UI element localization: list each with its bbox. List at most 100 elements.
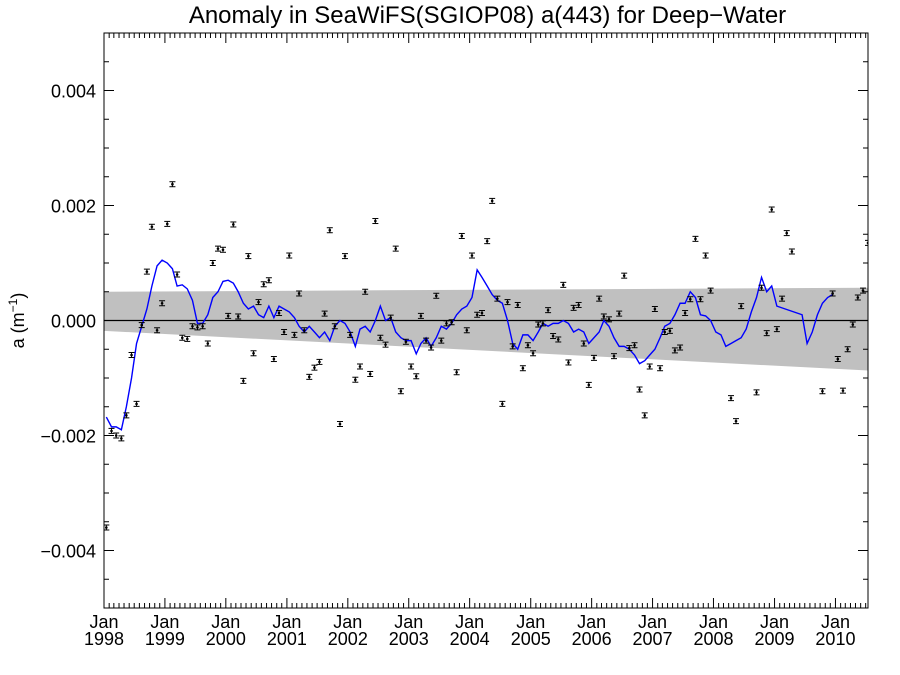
anomaly-point [565, 359, 572, 366]
anomaly-point [788, 248, 795, 255]
anomaly-marker [287, 254, 291, 257]
anomaly-marker [872, 329, 875, 332]
anomaly-marker [201, 324, 204, 328]
anomaly-marker [607, 318, 611, 321]
anomaly-point [474, 311, 481, 318]
anomaly-point [641, 412, 648, 419]
anomaly-point [463, 327, 470, 334]
anomaly-point [270, 356, 277, 363]
anomaly-point [402, 338, 409, 345]
anomaly-marker [785, 231, 789, 235]
anomaly-marker [653, 307, 657, 311]
anomaly-point [250, 350, 257, 357]
anomaly-marker [293, 333, 296, 337]
anomaly-marker [354, 378, 357, 382]
anomaly-marker [480, 311, 484, 315]
anomaly-marker [262, 282, 266, 286]
anomaly-point [362, 288, 369, 295]
anomaly-marker [394, 247, 398, 250]
anomaly-marker [704, 254, 707, 257]
anomaly-marker [297, 292, 301, 295]
x-tick-month-label: Jan [760, 612, 789, 632]
anomaly-marker [277, 311, 281, 315]
anomaly-marker [775, 327, 779, 331]
anomaly-marker [790, 250, 794, 253]
anomaly-point [646, 363, 653, 370]
anomaly-marker [836, 357, 840, 361]
anomaly-point [397, 388, 404, 395]
anomaly-marker [445, 322, 448, 325]
y-tick-label: −0.004 [40, 542, 96, 562]
anomaly-point [113, 432, 120, 439]
anomaly-point [478, 310, 485, 317]
anomaly-point [159, 300, 166, 307]
anomaly-point [702, 252, 709, 259]
anomaly-marker [302, 328, 306, 332]
anomaly-point [199, 323, 206, 330]
anomaly-marker [257, 300, 260, 304]
anomaly-point [626, 345, 633, 352]
anomaly-point [428, 344, 435, 351]
anomaly-point [773, 326, 780, 333]
anomaly-point [738, 303, 745, 310]
anomaly-marker [617, 312, 621, 315]
anomaly-point [499, 400, 506, 407]
anomaly-point [413, 373, 420, 380]
anomaly-marker [673, 349, 677, 352]
anomaly-marker [572, 306, 575, 310]
anomaly-point [392, 245, 399, 252]
anomaly-point [143, 268, 150, 275]
anomaly-marker [328, 228, 332, 232]
anomaly-point [844, 346, 851, 353]
anomaly-point [611, 353, 618, 360]
anomaly-point [123, 412, 130, 419]
anomaly-marker [496, 297, 499, 300]
anomaly-marker [526, 343, 530, 347]
anomaly-point [377, 334, 384, 341]
anomaly-marker [114, 434, 118, 437]
y-axis-title-superscript: −1 [6, 298, 20, 312]
anomaly-marker [145, 270, 149, 273]
anomaly-point [550, 333, 557, 340]
anomaly-point [326, 227, 333, 234]
anomaly-point [859, 287, 866, 294]
anomaly-marker [709, 289, 712, 292]
anomaly-marker [841, 389, 845, 392]
smoothed-anomaly-line [105, 259, 833, 431]
x-tick-year-label: 2005 [511, 629, 551, 649]
anomaly-point [819, 388, 826, 395]
anomaly-marker [694, 237, 697, 241]
anomaly-marker [516, 303, 520, 307]
plot-area [104, 181, 876, 531]
anomaly-point [438, 337, 445, 344]
anomaly-marker [191, 324, 194, 328]
anomaly-marker [729, 396, 733, 400]
anomaly-point [184, 335, 191, 342]
anomaly-marker [521, 366, 525, 370]
anomaly-marker [135, 402, 138, 406]
anomaly-marker [668, 329, 672, 333]
anomaly-point [453, 369, 460, 376]
anomaly-point [387, 314, 394, 321]
anomaly-point [600, 313, 607, 320]
anomaly-point [179, 334, 186, 341]
anomaly-point [839, 387, 846, 394]
anomaly-point [829, 290, 836, 297]
anomaly-point [265, 277, 272, 284]
x-tick-month-label: Jan [638, 612, 667, 632]
anomaly-point [357, 363, 364, 370]
anomaly-marker [622, 274, 626, 277]
anomaly-point [291, 331, 298, 338]
anomaly-marker [404, 340, 408, 344]
anomaly-point [834, 356, 841, 363]
x-tick-year-label: 2000 [206, 629, 246, 649]
anomaly-marker [313, 366, 316, 369]
anomaly-marker [105, 526, 108, 529]
anomaly-marker [597, 297, 601, 300]
x-tick-month-label: Jan [89, 612, 118, 632]
anomaly-point [514, 301, 521, 308]
anomaly-point [657, 365, 664, 372]
anomaly-point [870, 328, 876, 333]
anomaly-marker [612, 354, 616, 358]
anomaly-marker [206, 342, 210, 345]
